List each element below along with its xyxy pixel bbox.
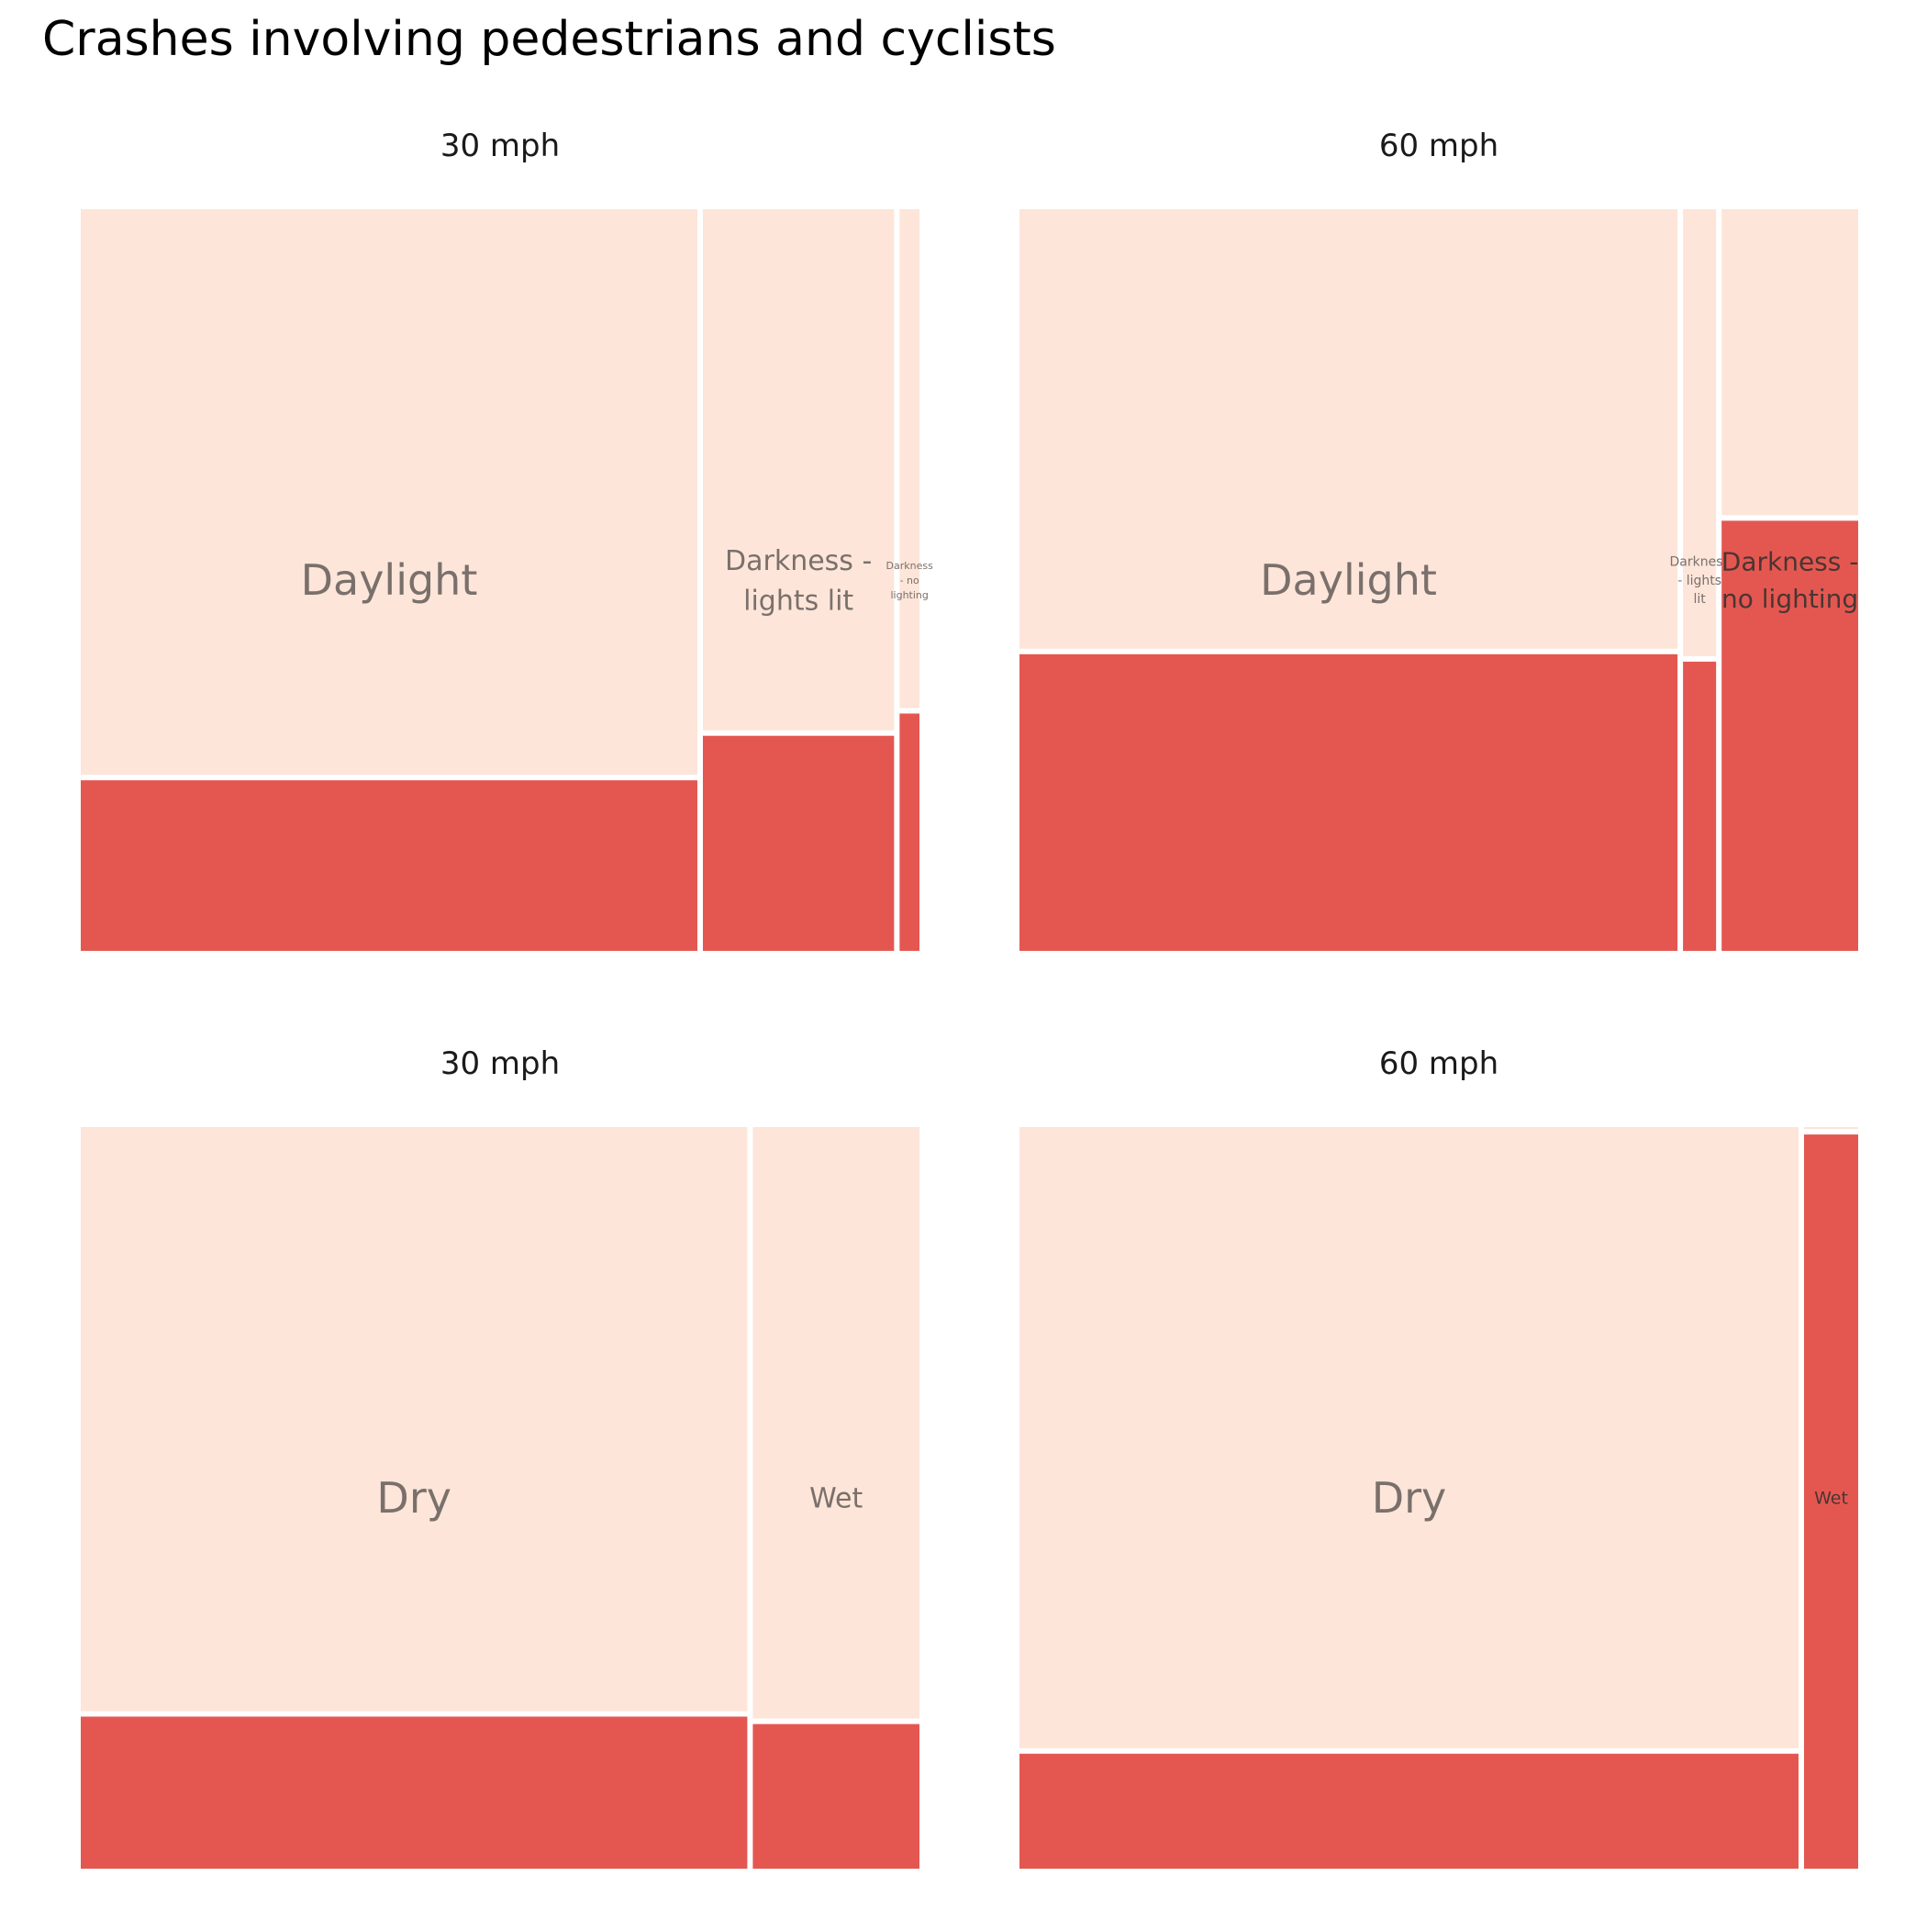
mosaic-cell-dark xyxy=(81,1716,748,1869)
facet-title: 30 mph xyxy=(440,128,560,164)
mosaic-cell-dark xyxy=(899,713,919,951)
mosaic-cell-label: Darkness - no lighting xyxy=(886,560,934,601)
mosaic-cell-light xyxy=(752,1127,919,1719)
mosaic-cell-dark xyxy=(1803,1134,1858,1869)
facet-title: 30 mph xyxy=(440,1045,560,1082)
mosaic-cell-light xyxy=(81,1127,748,1712)
chart-title: Crashes involving pedestrians and cyclis… xyxy=(42,12,1056,67)
mosaic-cell-label: Darkness -no lighting xyxy=(1721,547,1859,615)
mosaic-cell-dark xyxy=(1683,661,1717,951)
mosaic-cell-light xyxy=(899,209,919,709)
mosaic-cell-label: Dry xyxy=(376,1473,451,1523)
mosaic-cell-light xyxy=(702,209,895,731)
mosaic-cell-light xyxy=(1019,1127,1799,1748)
mosaic-cell-dark xyxy=(1721,520,1858,951)
mosaic-cell-label: Wet xyxy=(1814,1489,1848,1509)
facet-title: 60 mph xyxy=(1379,128,1498,164)
mosaic-cell-label: Darkness - lights lit xyxy=(1669,555,1729,608)
mosaic-cell-light xyxy=(1721,209,1858,516)
mosaic-cell-label: Daylight xyxy=(1260,555,1437,605)
mosaic-cell-dark xyxy=(752,1724,919,1869)
mosaic-cell-light xyxy=(1019,209,1678,649)
mosaic-cell-light xyxy=(1683,209,1717,656)
mosaic-cell-light xyxy=(81,209,697,776)
mosaic-cell-label: Daylight xyxy=(301,555,478,605)
mosaic-cell-dark xyxy=(81,780,697,951)
mosaic-cell-label: Dry xyxy=(1372,1473,1447,1523)
mosaic-cell-dark xyxy=(1019,1753,1799,1869)
facet-title: 60 mph xyxy=(1379,1045,1498,1082)
mosaic-panel: 30 mph Daylight Darkness -lights lit Darkne… xyxy=(81,128,933,951)
mosaic-panel: 30 mph Dry Wet xyxy=(81,1045,919,1869)
mosaic-cell-light xyxy=(1803,1127,1858,1130)
mosaic-cell-label: Wet xyxy=(809,1483,863,1515)
mosaic-cell-dark xyxy=(1019,653,1678,951)
mosaic-panel: 60 mph Dry Wet xyxy=(1019,1045,1858,1869)
mosaic-cell-label: Darkness -lights lit xyxy=(725,545,872,618)
mosaic-cell-dark xyxy=(702,735,895,951)
mosaic-panel: 60 mph Daylight Darkness - lights litDarknes… xyxy=(1019,128,1858,951)
